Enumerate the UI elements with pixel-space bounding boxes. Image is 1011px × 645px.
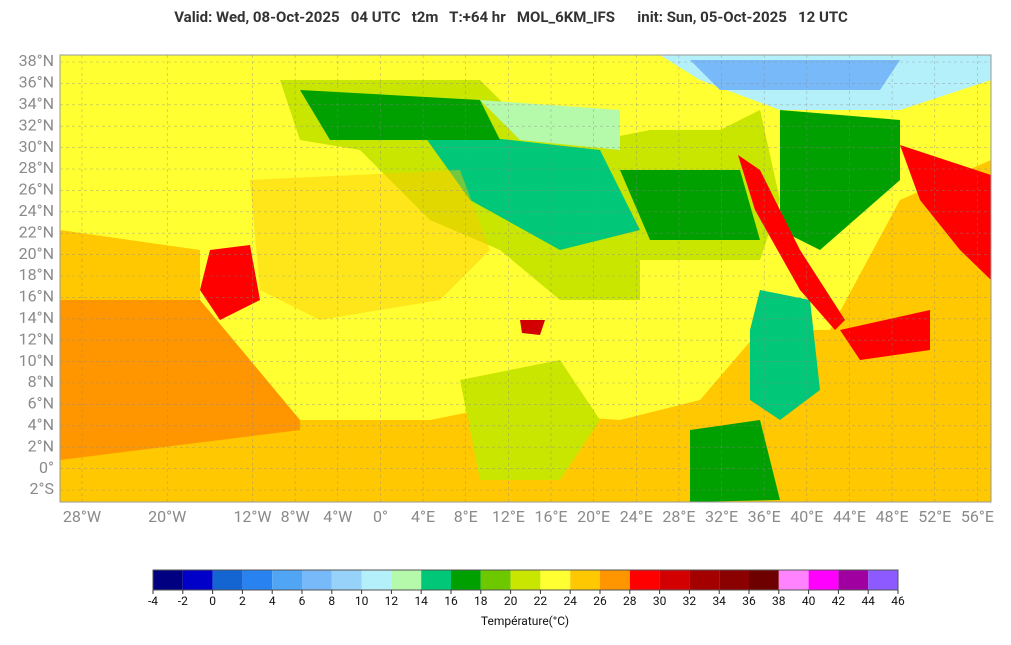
color-box (838, 570, 869, 590)
lat-label: 20°N (19, 244, 54, 263)
lat-label: 34°N (19, 94, 54, 113)
colorbar-tick-label: 20 (504, 594, 518, 608)
color-box (451, 570, 481, 590)
lat-label: 12°N (19, 329, 54, 348)
lon-label: 12°W (233, 507, 271, 526)
lon-label: 56°E (961, 507, 994, 526)
lat-label: 26°N (19, 180, 54, 199)
colorbar-tick-label: -4 (148, 594, 158, 608)
lat-label: 14°N (19, 308, 54, 327)
colorbar-tick-label: 40 (802, 594, 816, 608)
lat-label: 30°N (19, 137, 54, 156)
colorbar-tick-label: 26 (593, 594, 607, 608)
colorbar-tick-label: 16 (444, 594, 458, 608)
colorbar-tick-label: 42 (832, 594, 846, 608)
lon-label: 28°E (662, 507, 695, 526)
lon-label: 44°E (833, 507, 866, 526)
colorbar-tick-label: 6 (299, 594, 306, 608)
colorbar-tick-label: 46 (891, 594, 905, 608)
lon-label: 20°E (577, 507, 610, 526)
colorbar-tick-label: 18 (474, 594, 488, 608)
color-box (302, 570, 332, 590)
colorbar-tick-label: 44 (861, 594, 875, 608)
colorbar-tick-label: 12 (385, 594, 399, 608)
title: Valid: Wed, 08-Oct-2025 04 UTC t2m T:+64… (174, 8, 848, 26)
lon-label: 8°E (454, 507, 478, 526)
colorbar-tick-label: 24 (563, 594, 577, 608)
colorbar-tick-label: 14 (414, 594, 428, 608)
colorbar-tick-label: 38 (772, 594, 786, 608)
color-box (153, 570, 183, 590)
lon-label: 36°E (748, 507, 781, 526)
color-box (749, 570, 779, 590)
colorbar-tick-label: 34 (712, 594, 726, 608)
lat-label: 4°N (28, 415, 54, 434)
lon-label: 52°E (918, 507, 951, 526)
colorbar-tick-label: 0 (209, 594, 216, 608)
lat-label: 22°N (19, 222, 54, 241)
lon-label: 40°E (790, 507, 823, 526)
lat-label: 38°N (19, 51, 54, 70)
color-box (331, 570, 362, 590)
color-box (182, 570, 213, 590)
color-box (778, 570, 809, 590)
map-frame (59, 54, 992, 503)
lon-label: 16°E (534, 507, 567, 526)
color-box (570, 570, 600, 590)
colorbar-tick-label: 22 (534, 594, 548, 608)
lon-label: 0° (373, 507, 388, 526)
lat-label: 18°N (19, 265, 54, 284)
colorbar-frame (152, 569, 899, 591)
colorbar-tick-label: 32 (683, 594, 697, 608)
color-box (480, 570, 511, 590)
lon-label: 4°W (323, 507, 352, 526)
colorbar-tick-label: 30 (653, 594, 667, 608)
color-box (242, 570, 273, 590)
temperature-field (60, 55, 991, 502)
color-box (421, 570, 451, 590)
color-box (600, 570, 630, 590)
lat-label: 32°N (19, 115, 54, 134)
lat-label: 28°N (19, 158, 54, 177)
lat-label: 2°S (30, 479, 54, 498)
colorbar-tick-label: 8 (328, 594, 335, 608)
lat-label: 6°N (28, 394, 54, 413)
color-box (659, 570, 690, 590)
lat-label: 16°N (19, 287, 54, 306)
color-box (540, 570, 571, 590)
colorbar-tick-label: 28 (623, 594, 637, 608)
color-box (391, 570, 422, 590)
lon-label: 48°E (876, 507, 909, 526)
color-box (272, 570, 302, 590)
color-box (629, 570, 660, 590)
colorbar-tick-label: -2 (178, 594, 188, 608)
colorbar-tick-label: 36 (742, 594, 756, 608)
colorbar-tick-label: 2 (239, 594, 246, 608)
color-box (868, 570, 898, 590)
colorbar-label: Température(°C) (481, 614, 569, 628)
lon-label: 20°W (148, 507, 186, 526)
colorbar-tick-label: 10 (355, 594, 369, 608)
color-box (808, 570, 839, 590)
colorbar-tick-label: 4 (269, 594, 276, 608)
color-box (689, 570, 720, 590)
lat-label: 36°N (19, 73, 54, 92)
lat-label: 24°N (19, 201, 54, 220)
lon-label: 8°W (281, 507, 310, 526)
lon-label: 4°E (411, 507, 435, 526)
lon-label: 24°E (620, 507, 653, 526)
lat-label: 8°N (28, 372, 54, 391)
lat-label: 2°N (28, 436, 54, 455)
color-box (719, 570, 749, 590)
color-box (510, 570, 541, 590)
color-box (212, 570, 243, 590)
lon-label: 28°W (63, 507, 101, 526)
lon-label: 12°E (492, 507, 525, 526)
lat-label: 0° (39, 458, 54, 477)
color-box (361, 570, 392, 590)
lon-label: 32°E (705, 507, 738, 526)
lat-label: 10°N (19, 351, 54, 370)
